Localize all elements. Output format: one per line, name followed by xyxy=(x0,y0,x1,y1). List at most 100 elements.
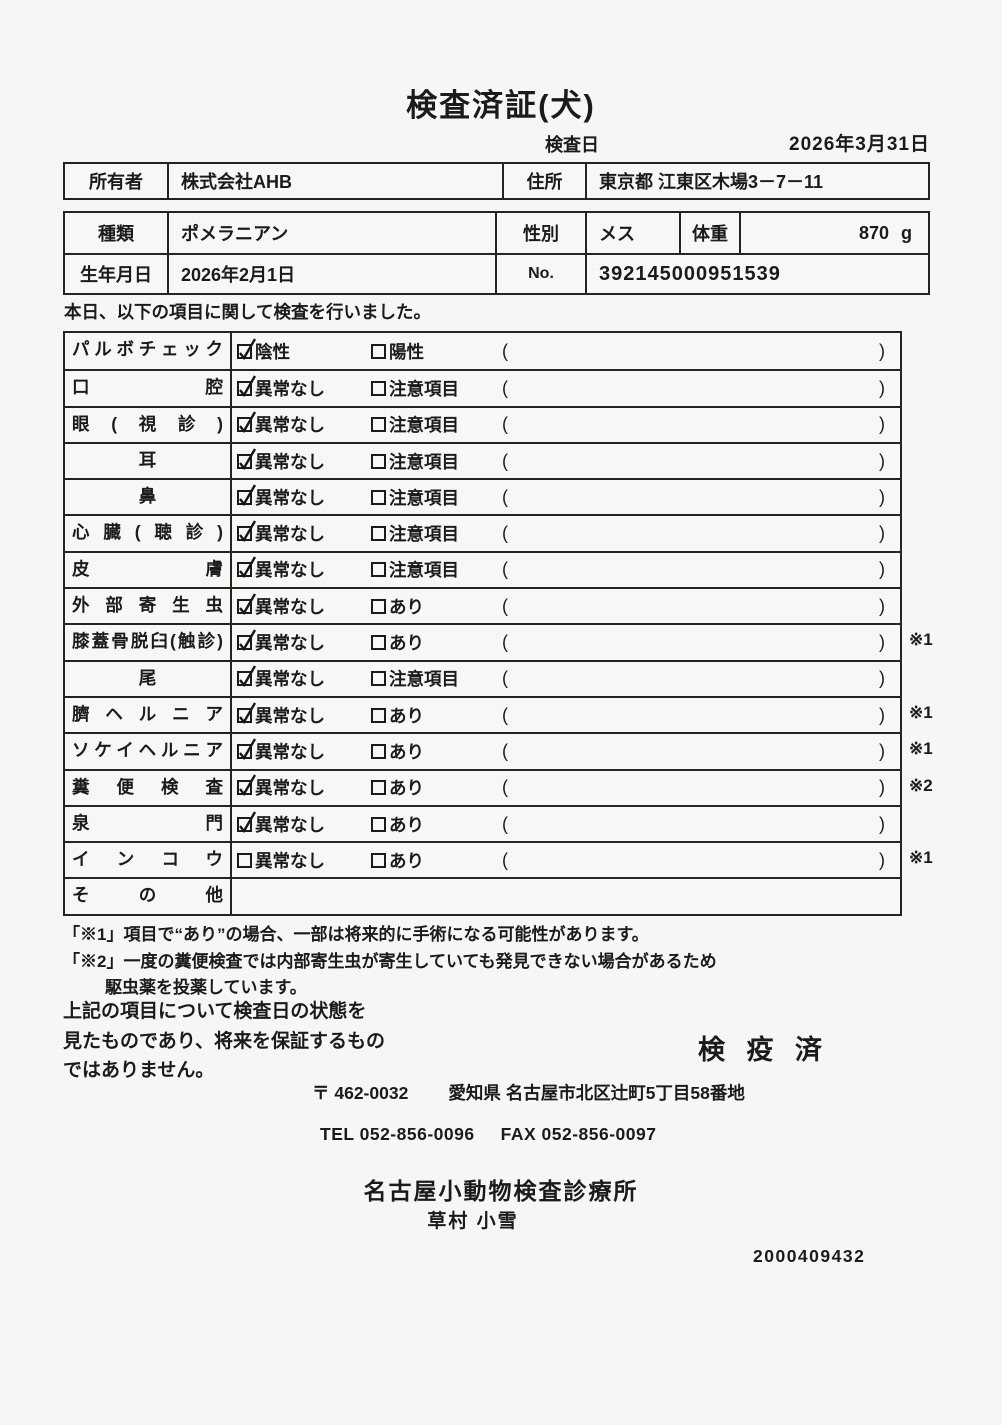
checkbox-icon xyxy=(237,774,257,797)
check-mark-icon xyxy=(239,665,257,688)
sex-label: 性別 xyxy=(495,213,585,253)
option-1: 異常なし xyxy=(237,810,371,837)
checkbox-icon xyxy=(237,629,257,652)
checklist-rows: パルボチェック 陰性 陽性 ( ) xyxy=(65,333,933,914)
option-1-label: 異常なし xyxy=(255,415,325,436)
owner-table: 所有者 株式会社AHB 住所 東京都 江東区木場3－7－11 xyxy=(63,162,930,200)
clinic-fax: FAX 052-856-0097 xyxy=(500,1124,657,1144)
no-label: No. xyxy=(495,255,585,293)
checklist-item-content: 異常なし 注意項目 ( ) xyxy=(232,516,900,550)
breed-row: 種類 ポメラニアン 性別 メス 体重 870 g xyxy=(65,213,928,253)
checklist-item-content: 異常なし 注意項目 ( ) xyxy=(232,444,900,478)
clinic-telfax-row: TEL 052-856-0096 FAX 052-856-0097 xyxy=(320,1124,656,1145)
checkbox-icon xyxy=(237,520,257,543)
option-2-label: あり xyxy=(389,633,424,654)
veterinarian-name: 草村 小雪 xyxy=(427,1211,519,1232)
checkbox-icon xyxy=(371,743,386,759)
close-paren: ) xyxy=(879,668,885,689)
option-1: 陰性 xyxy=(237,338,371,364)
checkbox-icon xyxy=(237,484,257,506)
checkbox-icon xyxy=(371,816,386,832)
option-1: 異常なし xyxy=(237,774,371,800)
option-2-label: あり xyxy=(389,705,424,726)
close-paren: ) xyxy=(879,523,885,544)
checklist-row: その他 xyxy=(65,877,900,914)
close-paren: ) xyxy=(879,340,885,361)
option-2: あり xyxy=(371,594,502,619)
dog-info-table: 種類 ポメラニアン 性別 メス 体重 870 g 生年月日 2026年2月1日 … xyxy=(63,211,930,295)
checklist-row: 皮膚 異常なし 注意項目 ( ) xyxy=(65,550,900,588)
owner-value: 株式会社AHB xyxy=(167,164,502,198)
result-parentheses: ( ) xyxy=(502,341,900,362)
weight-number: 870 xyxy=(858,222,889,243)
option-2-label: 注意項目 xyxy=(389,524,459,545)
exam-date-value: 2026年3月31日 xyxy=(789,134,930,155)
result-parentheses: ( ) xyxy=(502,632,900,653)
checklist-row: 糞便検査 異常なし あり ( ) xyxy=(65,768,933,805)
option-2-label: あり xyxy=(389,814,424,835)
checkbox-icon xyxy=(371,598,386,614)
checkbox-icon xyxy=(371,671,386,687)
option-1-label: 陰性 xyxy=(255,341,290,362)
checklist-row: ソケイヘルニア 異常なし あり ( ) xyxy=(65,732,933,769)
checklist-item-label: その他 xyxy=(65,879,232,914)
checkbox-icon xyxy=(371,526,386,542)
footnote-marker: ※1 xyxy=(909,739,933,759)
intro-text: 本日、以下の項目に関して検査を行いました。 xyxy=(64,302,431,322)
option-2: あり xyxy=(371,812,502,837)
checklist-item-content: 異常なし あり ( ) xyxy=(232,625,900,659)
checkbox-icon xyxy=(371,562,386,578)
checklist-row: 泉門 異常なし あり ( ) xyxy=(65,804,900,842)
birth-value: 2026年2月1日 xyxy=(167,255,495,293)
check-mark-icon xyxy=(239,738,257,761)
option-1-label: 異常なし xyxy=(255,560,325,581)
open-paren: ( xyxy=(502,450,508,471)
checklist-row: 臍ヘルニア 異常なし あり ( ) xyxy=(65,695,933,733)
checkbox-icon xyxy=(237,338,257,360)
check-mark-icon xyxy=(239,338,257,360)
checkbox-icon xyxy=(371,489,386,505)
checklist-row: 膝蓋骨脱臼(触診) 異常なし あり ( ) xyxy=(65,623,933,660)
footnote-2: 「※2」一度の糞便検査では内部寄生虫が寄生していても発見できない場合があるため xyxy=(63,952,717,971)
checklist-row: 鼻 異常なし 注意項目 ( ) xyxy=(65,478,900,515)
result-parentheses: ( ) xyxy=(502,487,900,508)
breed-label: 種類 xyxy=(98,224,134,244)
checklist-item-label: 口腔 xyxy=(65,371,232,406)
option-1-label: 異常なし xyxy=(255,814,325,835)
option-1: 異常なし xyxy=(237,702,371,728)
checkbox-icon xyxy=(371,417,386,433)
option-1: 異常なし xyxy=(237,484,371,510)
option-1: 異常なし xyxy=(237,520,371,546)
option-1-label: 異常なし xyxy=(255,633,325,654)
sex-value: メス xyxy=(585,213,679,253)
close-paren: ) xyxy=(879,777,885,798)
open-paren: ( xyxy=(502,486,508,507)
checklist-item-content: 異常なし 注意項目 ( ) xyxy=(232,371,900,405)
result-parentheses: ( ) xyxy=(502,777,900,798)
no-value: 392145000951539 xyxy=(585,255,928,293)
close-paren: ) xyxy=(879,595,885,616)
open-paren: ( xyxy=(502,632,508,653)
option-1: 異常なし xyxy=(237,447,371,474)
option-1-label: 異常なし xyxy=(255,524,325,545)
result-parentheses: ( ) xyxy=(502,850,900,871)
checkbox-icon xyxy=(237,556,257,579)
option-2: あり xyxy=(371,848,502,873)
option-2-label: あり xyxy=(389,778,424,799)
option-2-label: あり xyxy=(389,596,424,617)
option-2: 注意項目 xyxy=(371,412,502,437)
close-paren: ) xyxy=(879,704,885,725)
disclaimer-line-3: ではありません。 xyxy=(63,1060,215,1081)
option-2: あり xyxy=(371,703,502,728)
result-parentheses: ( ) xyxy=(502,741,900,762)
close-paren: ) xyxy=(879,559,885,580)
address-label: 住所 xyxy=(502,164,585,198)
close-paren: ) xyxy=(879,450,885,471)
page-title: 検査済証(犬) xyxy=(406,88,596,123)
checklist-item-content: 異常なし あり ( ) xyxy=(232,771,900,805)
footnote-1: 「※1」項目で“あり”の場合、一部は将来的に手術になる可能性があります。 xyxy=(63,925,649,944)
close-paren: ) xyxy=(879,849,885,870)
checkbox-icon xyxy=(237,810,257,833)
option-1-label: 異常なし xyxy=(255,596,325,617)
result-parentheses: ( ) xyxy=(502,378,900,399)
